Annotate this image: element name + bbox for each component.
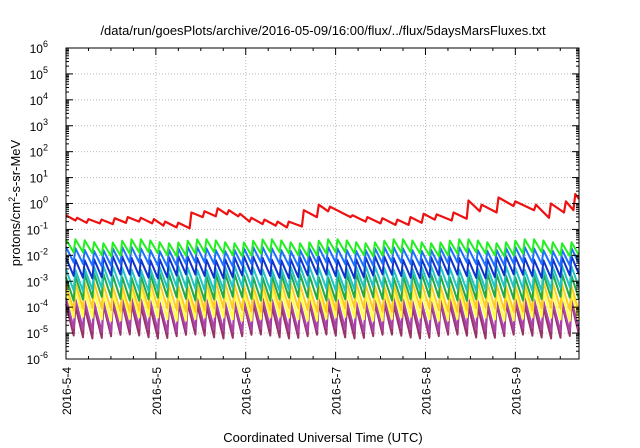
series-line-2 — [65, 238, 580, 258]
y-tick-label: 104 — [30, 91, 48, 108]
y-axis: 10-6 10-5 10-4 10-3 10-2 10-1 100 101 102 103 104 1… — [27, 39, 579, 367]
y-label-main: protons/cm — [8, 202, 23, 266]
y-tick-label: 105 — [30, 65, 48, 82]
series-line-1 — [65, 193, 580, 230]
y-tick-label: 10-2 — [27, 246, 48, 263]
x-axis-label: Coordinated Universal Time (UTC) — [223, 430, 422, 445]
series-line-9 — [65, 297, 580, 333]
x-axis: 2016-5-4 2016-5-5 2016-5-6 2016-5-7 2016-5-8… — [60, 48, 561, 415]
y-tick-label: 100 — [30, 195, 48, 212]
x-tick-label: 2016-5-5 — [150, 367, 164, 415]
series-line-3 — [65, 246, 580, 268]
series-line-10 — [65, 302, 580, 340]
series-line-6 — [65, 272, 580, 302]
y-label-rest: -s-sr-MeV — [8, 139, 23, 196]
grid — [66, 48, 579, 359]
y-tick-label: 103 — [30, 117, 48, 134]
y-tick-label: 106 — [30, 39, 48, 56]
series-line-4 — [65, 255, 580, 280]
x-tick-label: 2016-5-6 — [240, 367, 254, 415]
series-layer — [65, 193, 580, 340]
y-tick-label: 102 — [30, 143, 48, 160]
y-tick-label: 10-1 — [27, 220, 48, 237]
series-line-8 — [65, 288, 580, 322]
y-tick-label: 10-3 — [27, 272, 48, 289]
chart-title: /data/run/goesPlots/archive/2016-05-09/1… — [100, 23, 546, 38]
series-line-5 — [65, 264, 580, 292]
y-tick-label: 101 — [30, 169, 48, 186]
x-tick-label: 2016-5-8 — [419, 367, 433, 415]
y-label-sup: 2 — [7, 197, 17, 202]
x-tick-label: 2016-5-4 — [60, 367, 74, 415]
y-tick-label: 10-4 — [27, 298, 48, 315]
y-tick-label: 10-5 — [27, 324, 48, 341]
x-tick-label: 2016-5-9 — [509, 367, 523, 415]
y-axis-label: protons/cm2-s-sr-MeV — [7, 139, 23, 266]
y-tick-label: 10-6 — [27, 350, 48, 367]
x-tick-label: 2016-5-7 — [330, 367, 344, 415]
series-line-7 — [65, 281, 580, 313]
